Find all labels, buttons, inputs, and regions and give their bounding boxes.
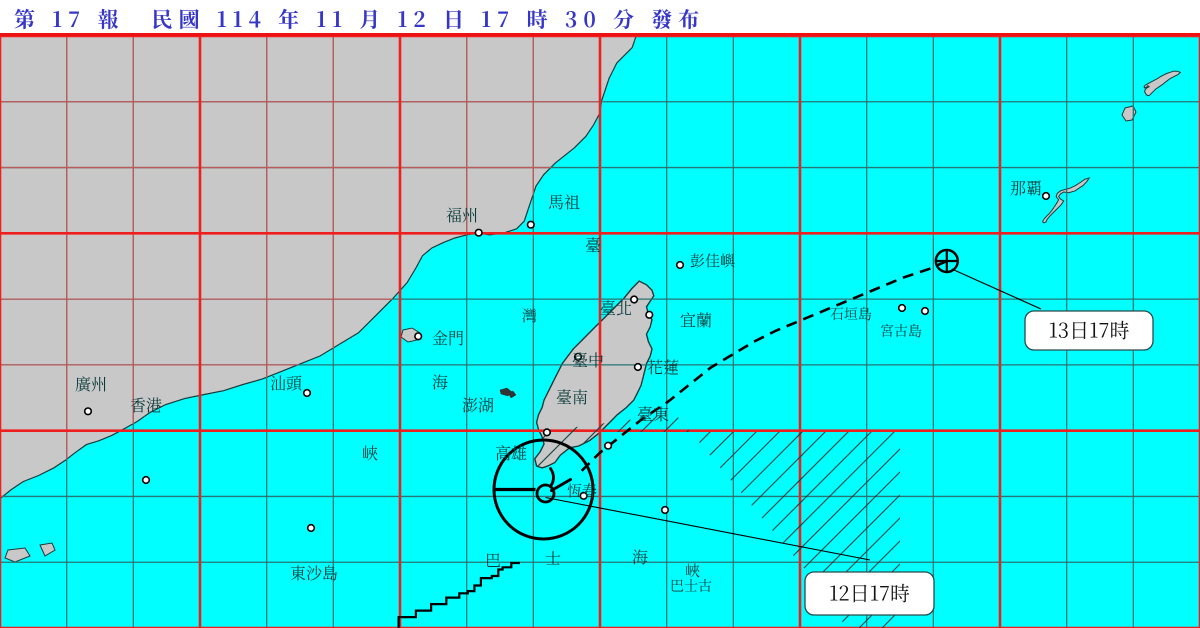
- svg-text:汕頭: 汕頭: [270, 371, 303, 394]
- svg-text:12日17時: 12日17時: [829, 578, 910, 607]
- svg-text:臺: 臺: [585, 233, 601, 256]
- svg-text:灣: 灣: [522, 305, 537, 326]
- svg-text:福州: 福州: [446, 203, 478, 226]
- svg-text:東沙島: 東沙島: [290, 561, 338, 584]
- svg-text:宜蘭: 宜蘭: [680, 308, 712, 331]
- svg-text:那覇: 那覇: [1010, 176, 1042, 199]
- svg-text:海: 海: [432, 370, 448, 393]
- svg-text:金門: 金門: [432, 326, 464, 349]
- svg-text:臺中: 臺中: [572, 348, 604, 371]
- svg-text:廣州: 廣州: [75, 372, 107, 395]
- svg-text:馬祖: 馬祖: [548, 190, 580, 213]
- svg-text:澎湖: 澎湖: [462, 393, 494, 416]
- svg-text:海: 海: [632, 545, 648, 568]
- svg-text:彭佳嶼: 彭佳嶼: [690, 250, 735, 271]
- svg-text:花蓮: 花蓮: [647, 355, 679, 378]
- svg-text:臺東: 臺東: [637, 402, 669, 425]
- svg-text:臺北: 臺北: [600, 296, 632, 319]
- svg-text:士: 士: [545, 546, 561, 569]
- svg-text:巴士古: 巴士古: [670, 576, 712, 596]
- svg-text:石垣島: 石垣島: [830, 304, 872, 324]
- svg-text:恆春: 恆春: [567, 480, 597, 501]
- svg-text:高雄: 高雄: [495, 441, 527, 464]
- svg-text:13日17時: 13日17時: [1049, 315, 1130, 344]
- svg-text:香港: 香港: [130, 393, 162, 416]
- svg-text:巴: 巴: [485, 548, 501, 571]
- svg-text:臺南: 臺南: [556, 385, 588, 408]
- svg-text:峽: 峽: [362, 441, 379, 464]
- svg-text:宮古島: 宮古島: [880, 321, 922, 341]
